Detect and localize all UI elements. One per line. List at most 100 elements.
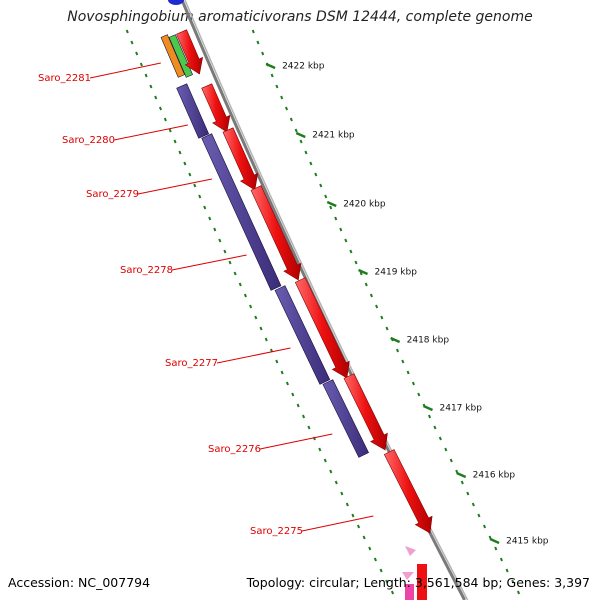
cds-forward-arrow: [201, 83, 231, 133]
outer-tick-dot: [505, 568, 509, 573]
scale-label: 2421 kbp: [312, 131, 355, 141]
inner-tick-dot: [275, 359, 279, 364]
inner-tick-dot: [149, 84, 153, 89]
inner-tick-dot: [323, 458, 327, 463]
outer-tick-dot: [460, 480, 464, 485]
gene-label: Saro_2281: [38, 73, 91, 84]
outer-tick-dot: [417, 392, 421, 397]
inner-tick-dot: [223, 249, 227, 254]
scale-label: 2415 kbp: [506, 537, 549, 547]
outer-tick-dot: [270, 73, 274, 78]
scale-major-tick: [489, 537, 500, 545]
outer-tick-dot: [364, 282, 368, 287]
outer-tick-dot: [299, 139, 303, 144]
scale-major-tick: [390, 336, 401, 344]
cds-partial-magenta: [405, 584, 414, 600]
scale-label: 2422 kbp: [282, 62, 325, 72]
inner-tick-dot: [356, 524, 361, 529]
gene-label-layer: Saro_2281 Saro_2280 Saro_2279 Saro_2278 Saro…: [38, 62, 374, 537]
scale-major-tick: [295, 131, 306, 139]
gene-leader-line: [89, 62, 161, 79]
gene-label: Saro_2280: [62, 135, 115, 146]
outer-tick-dot: [385, 326, 389, 331]
inner-tick-dot: [168, 128, 172, 133]
inner-tick-dot: [379, 568, 383, 573]
cds-partial: [417, 564, 427, 600]
outer-tick-dot: [482, 524, 487, 529]
gene-label: Saro_2278: [120, 265, 173, 276]
scale-label: 2417 kbp: [440, 404, 483, 414]
outer-tick-dot: [369, 293, 373, 298]
outer-tick-dot: [304, 150, 308, 155]
cds-reverse-block: [201, 133, 282, 291]
inner-tick-dot: [139, 62, 143, 67]
inner-tick-dot: [390, 590, 395, 595]
outer-tick-dot: [324, 194, 328, 199]
cds-reverse-block: [322, 379, 370, 458]
outer-tick-dot: [329, 205, 333, 210]
cds-reverse-block: [274, 285, 331, 385]
inner-tick-dot: [302, 414, 306, 419]
inner-tick-dot: [243, 293, 247, 298]
outer-tick-dot: [339, 227, 343, 232]
scale-label: 2418 kbp: [407, 336, 450, 346]
inner-tick-dot: [203, 205, 207, 210]
outer-tick-dot: [406, 370, 410, 375]
inner-tick-dot: [163, 117, 167, 122]
outer-tick-dot: [511, 579, 515, 584]
backbone-shadow: [184, 0, 469, 600]
inner-tick-dot: [158, 106, 163, 111]
outer-tick-dot: [280, 95, 284, 100]
accent-orange-segment: [160, 34, 185, 78]
scale-major-tick: [326, 200, 337, 208]
outer-tick-dot: [309, 161, 313, 166]
inner-tick-dot: [208, 216, 212, 221]
inner-tick-dot: [183, 161, 187, 166]
gene-leader-line: [113, 124, 188, 141]
inner-tick-dot: [173, 139, 177, 144]
outer-tick-dot: [444, 447, 448, 452]
outer-tick-dot: [380, 315, 384, 320]
inner-tick-dot: [296, 403, 300, 408]
gene-label: Saro_2276: [208, 444, 261, 455]
accent-pink-mark: [402, 572, 414, 580]
outer-tick-dot: [294, 128, 298, 133]
cds-forward-arrow: [222, 127, 259, 191]
outer-tick-dot: [516, 590, 521, 595]
outer-tick-dot: [251, 29, 255, 34]
outer-tick-dot: [261, 51, 265, 56]
inner-tick-dot: [238, 282, 242, 287]
inner-tick-dot: [135, 51, 139, 56]
inner-tick-dot: [144, 73, 148, 78]
cds-forward-arrow: [176, 29, 204, 75]
outer-tick-dot: [499, 557, 503, 562]
outer-tick-dot: [334, 216, 338, 221]
accession-text: Accession: NC_007794: [8, 575, 151, 590]
inner-tick-dot: [218, 238, 222, 243]
gene-leader-line: [171, 254, 247, 271]
outer-tick-dot: [401, 359, 405, 364]
outer-tick-dot: [289, 117, 293, 122]
gene-leader-line: [216, 347, 291, 364]
inner-tick-dot: [318, 447, 322, 452]
inner-tick-dot: [259, 326, 263, 331]
outer-tick-dot: [411, 381, 415, 386]
inner-tick-dot: [280, 370, 284, 375]
scale-label: 2416 kbp: [473, 471, 516, 481]
gene-leader-line: [259, 433, 333, 450]
inner-tick-dot: [188, 172, 192, 177]
outer-tick-dot: [256, 40, 260, 45]
scale-major-tick: [358, 268, 369, 276]
inner-tick-dot: [362, 535, 366, 540]
outer-tick-dot: [428, 414, 432, 419]
cds-forward-arrow: [383, 449, 433, 534]
scale-major-tick: [423, 404, 433, 412]
scale-major-tick: [456, 471, 467, 479]
inner-tick-dot: [291, 392, 295, 397]
inner-tick-dot: [125, 29, 129, 34]
inner-tick-dot: [329, 469, 333, 474]
inner-tick-dot: [385, 579, 389, 584]
genome-summary-text: Topology: circular; Length: 3,561,584 bp…: [246, 575, 590, 590]
accent-blue-mark: [168, 0, 184, 5]
